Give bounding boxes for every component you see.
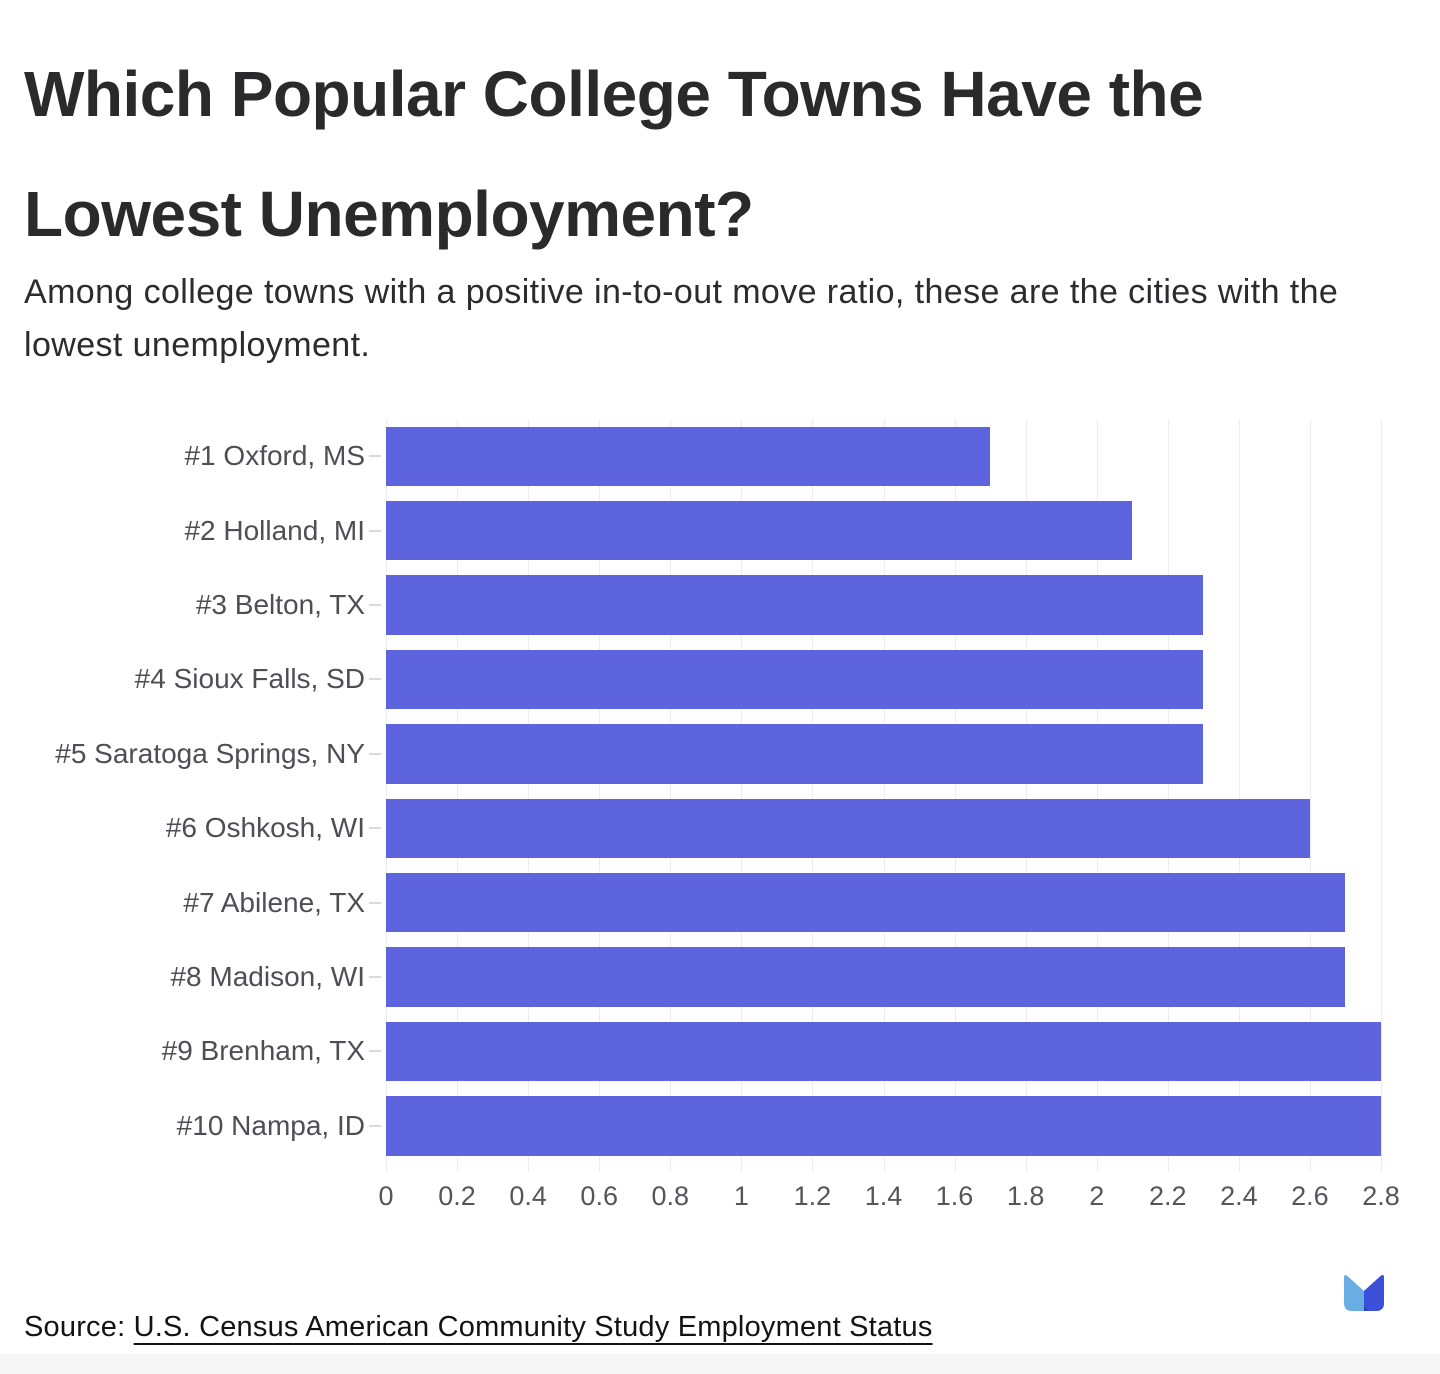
gridline <box>954 419 956 1172</box>
gridline <box>1381 419 1382 1172</box>
y-axis-label: #3 Belton, TX <box>195 589 365 621</box>
x-axis-tick-label: 2.8 <box>1362 1181 1400 1211</box>
bar <box>386 872 1346 933</box>
y-axis-tick <box>369 752 381 755</box>
y-axis-label: #6 Oshkosh, WI <box>165 812 365 844</box>
source-link[interactable]: U.S. Census American Community Study Emp… <box>133 1311 933 1343</box>
bar-chart: #1 Oxford, MS #2 Holland, MI #3 Belton, TX… <box>0 419 1440 1229</box>
gridline <box>1238 419 1240 1172</box>
y-axis-tick <box>369 455 381 458</box>
x-axis: 0 0.2 0.4 0.6 0.8 1 1.2 1.4 1.6 1.8 2 2.2 2.4 2.6 2.8 <box>378 1181 1399 1221</box>
gridline <box>386 419 387 1172</box>
y-axis-tick <box>369 604 381 607</box>
x-axis-tick-label: 1.8 <box>1006 1181 1045 1211</box>
x-axis-tick-label: 0.6 <box>580 1181 618 1211</box>
x-axis-tick-label: 0 <box>378 1181 394 1211</box>
m-logo-dark-shape <box>1364 1275 1384 1311</box>
gridline <box>599 419 601 1172</box>
m-logo-icon <box>1344 1275 1384 1311</box>
y-axis-tick <box>369 1124 381 1127</box>
bar <box>386 798 1310 858</box>
gridline <box>883 419 885 1172</box>
gridline <box>670 419 672 1172</box>
bar <box>386 1021 1381 1082</box>
bar <box>386 947 1346 1007</box>
bar <box>386 500 1133 561</box>
footer-band <box>0 1354 1440 1374</box>
y-axis-tick <box>369 976 381 979</box>
x-axis-tick-label: 2.4 <box>1220 1181 1258 1211</box>
y-axis-tick <box>369 529 381 532</box>
bar <box>386 575 1204 635</box>
brand-logo <box>1340 1269 1388 1311</box>
x-axis-tick-label: 1.2 <box>793 1181 832 1211</box>
gridline <box>457 419 459 1172</box>
y-axis-tick <box>369 1050 381 1053</box>
y-axis-tick <box>369 827 381 830</box>
source-prefix: Source: <box>24 1311 134 1343</box>
y-axis-label: #1 Oxford, MS <box>184 440 365 472</box>
gridline <box>741 419 743 1172</box>
source-line: Source: U.S. Census American Community S… <box>24 1311 933 1344</box>
gridline <box>1309 419 1311 1172</box>
gridline <box>1025 419 1027 1172</box>
gridline <box>528 419 530 1172</box>
y-axis-tick <box>369 901 381 904</box>
chart-title: Which Popular College Towns Have the Low… <box>24 58 1204 250</box>
gridline <box>1096 419 1098 1172</box>
x-axis-tick-label: 1 <box>733 1181 749 1211</box>
bar <box>386 1096 1381 1156</box>
bar <box>386 426 991 486</box>
gridline <box>812 419 814 1172</box>
gridline <box>1167 419 1169 1172</box>
x-axis-tick-label: 2.2 <box>1149 1181 1187 1211</box>
y-axis-label: #2 Holland, MI <box>184 514 365 546</box>
y-axis-label: #4 Sioux Falls, SD <box>134 663 365 695</box>
y-axis-label: #5 Saratoga Springs, NY <box>55 737 365 769</box>
x-axis-tick-label: 1.4 <box>864 1181 903 1211</box>
y-axis-label: #7 Abilene, TX <box>183 886 365 918</box>
x-axis-tick-label: 0.8 <box>651 1181 690 1211</box>
x-axis-tick-label: 0.2 <box>438 1181 476 1211</box>
y-axis-label: #10 Nampa, ID <box>176 1109 365 1141</box>
y-axis-label: #8 Madison, WI <box>170 961 365 993</box>
y-axis-tick <box>369 678 381 681</box>
bar <box>386 649 1204 710</box>
y-axis: #1 Oxford, MS #2 Holland, MI #3 Belton, TX… <box>0 419 386 1163</box>
plot-area <box>386 419 1382 1172</box>
bar <box>386 724 1204 784</box>
chart-subtitle: Among college towns with a positive in-t… <box>24 273 1339 364</box>
y-axis-label: #9 Brenham, TX <box>161 1035 365 1067</box>
x-axis-tick-label: 0.4 <box>509 1181 547 1211</box>
x-axis-tick-label: 1.6 <box>935 1181 974 1211</box>
x-axis-tick-label: 2 <box>1089 1181 1105 1211</box>
x-axis-tick-label: 2.6 <box>1291 1181 1329 1211</box>
